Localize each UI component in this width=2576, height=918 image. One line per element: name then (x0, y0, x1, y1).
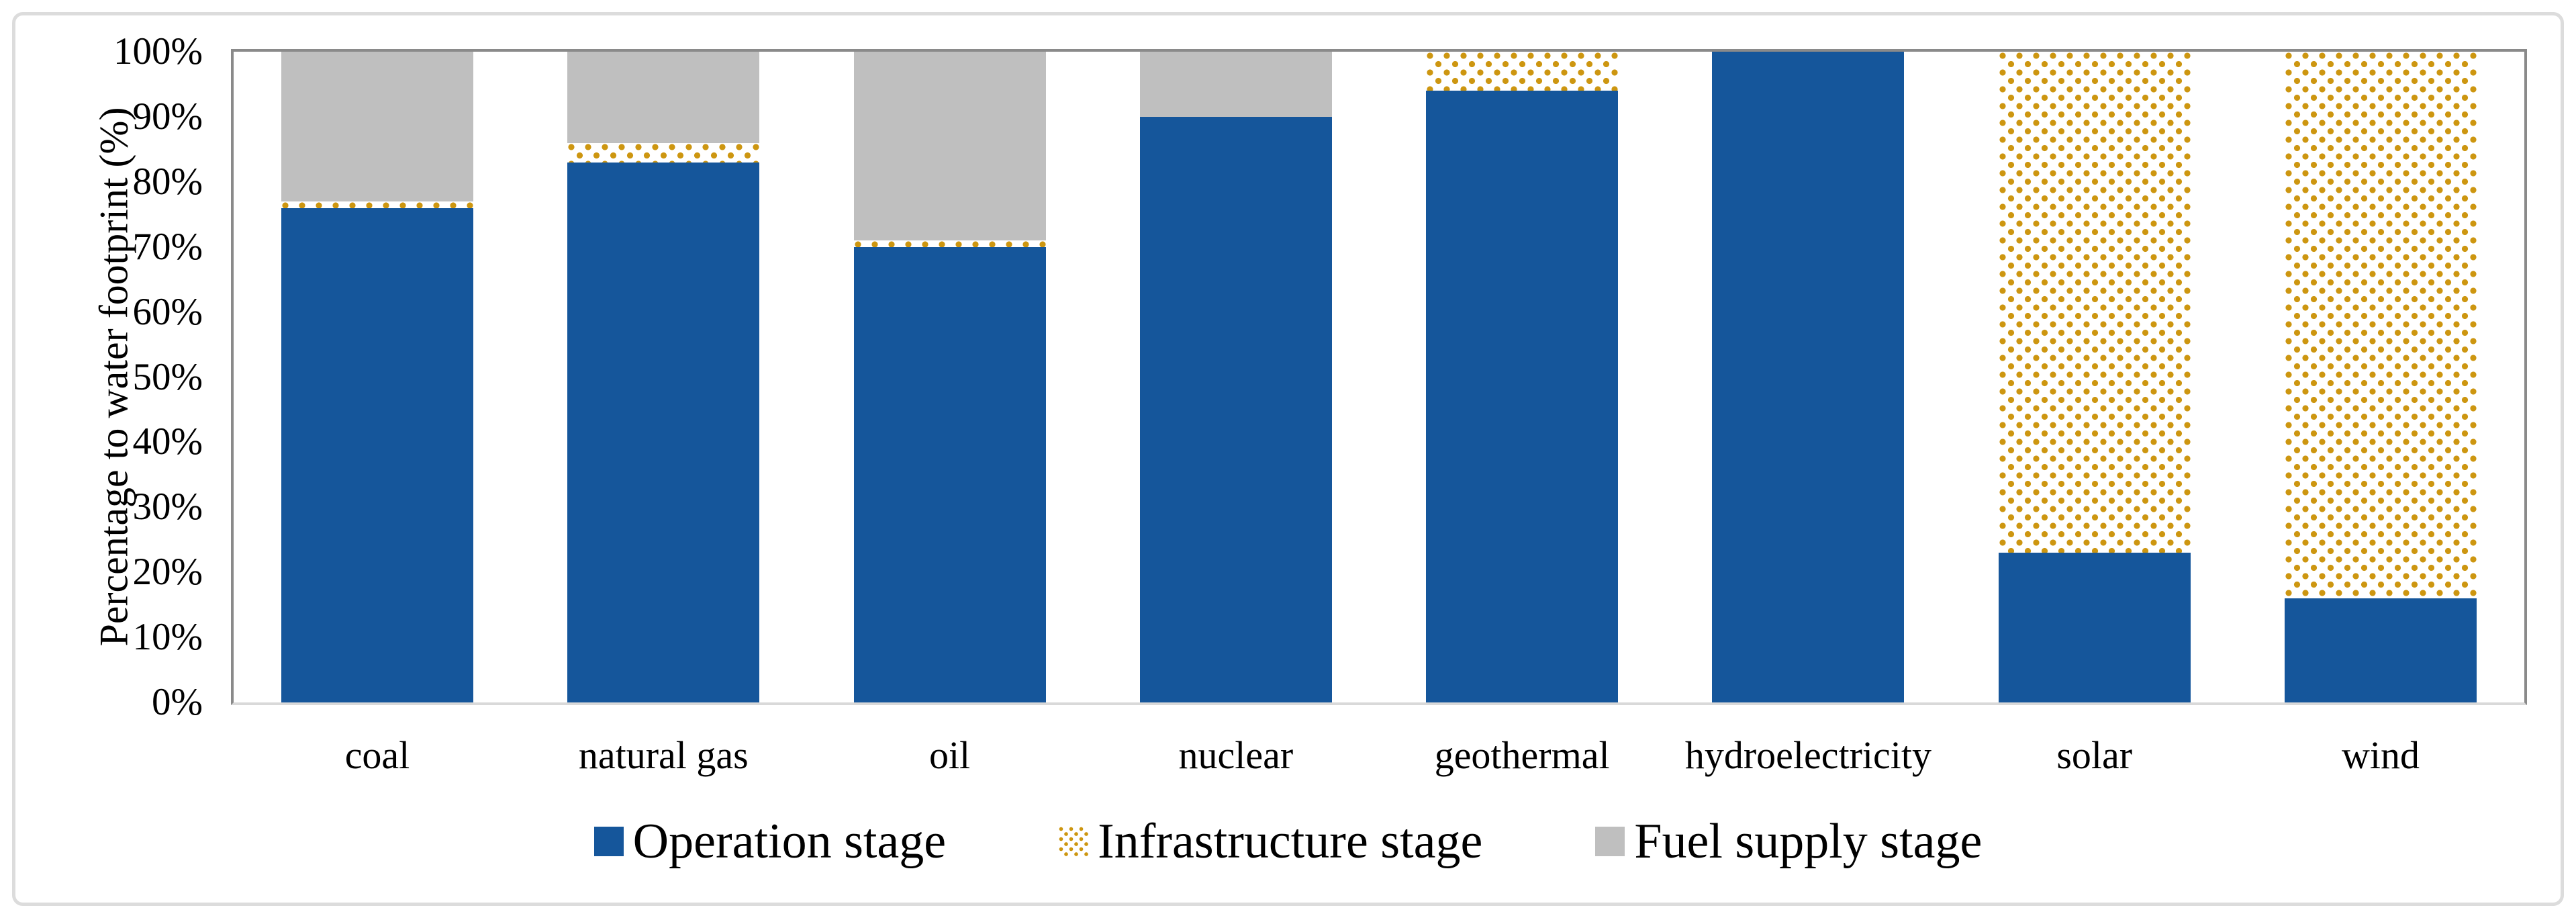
y-tick-label-80: 80% (132, 160, 203, 203)
y-tick-label-30: 30% (132, 486, 203, 529)
legend-swatch-fuel_supply (1595, 827, 1625, 856)
operation-segment-geothermal (1426, 91, 1619, 702)
y-tick-label-0: 0% (152, 681, 203, 723)
bar-hydroelectricity (1712, 52, 1905, 702)
legend-label-infrastructure: Infrastructure stage (1098, 814, 1483, 869)
operation-segment-nuclear (1139, 116, 1332, 702)
x-label-coal: coal (344, 733, 410, 777)
x-label-natural-gas: natural gas (578, 733, 749, 777)
operation-segment-wind (2284, 598, 2477, 702)
bar-oil (853, 52, 1046, 702)
legend-item-infrastructure: Infrastructure stage (1059, 805, 1482, 878)
legend-swatch-infrastructure (1059, 827, 1089, 856)
plot-area (231, 49, 2527, 705)
bar-natural-gas (567, 52, 760, 702)
y-tick-label-50: 50% (132, 355, 203, 398)
operation-segment-oil (853, 246, 1046, 702)
legend-swatch-operation (593, 827, 624, 856)
infrastructure-segment-coal (281, 201, 473, 208)
bar-nuclear (1139, 52, 1332, 702)
bar-geothermal (1426, 52, 1619, 702)
infrastructure-segment-natural-gas (567, 142, 760, 163)
infrastructure-segment-wind (2284, 52, 2477, 598)
y-tick-label-70: 70% (132, 225, 203, 268)
operation-segment-coal (281, 208, 473, 702)
legend: Operation stage Infrastructure stage Fuel … (0, 798, 2576, 885)
fuel_supply-segment-oil (853, 52, 1046, 241)
operation-segment-natural-gas (567, 162, 760, 702)
bar-solar (1998, 52, 2191, 702)
x-label-hydroelectricity: hydroelectricity (1684, 733, 1932, 777)
bar-wind (2284, 52, 2477, 702)
operation-segment-hydroelectricity (1712, 52, 1905, 702)
y-tick-label-10: 10% (132, 616, 203, 659)
infrastructure-segment-geothermal (1426, 52, 1619, 91)
x-label-wind: wind (2342, 733, 2420, 777)
fuel_supply-segment-natural-gas (567, 52, 760, 143)
infrastructure-segment-oil (853, 240, 1046, 247)
x-label-geothermal: geothermal (1434, 733, 1610, 777)
legend-item-operation: Operation stage (593, 805, 947, 878)
fuel_supply-segment-coal (281, 52, 473, 201)
y-tick-label-40: 40% (132, 420, 203, 463)
x-axis-category-labels: coal natural gas oil nuclear geothermal hydro… (0, 727, 2576, 787)
y-tick-label-60: 60% (132, 290, 203, 333)
operation-segment-solar (1998, 553, 2191, 702)
legend-label-fuel_supply: Fuel supply stage (1634, 814, 1983, 869)
y-tick-label-90: 90% (132, 95, 203, 138)
x-label-nuclear: nuclear (1178, 733, 1294, 777)
legend-label-operation: Operation stage (632, 814, 947, 869)
x-label-oil: oil (928, 733, 971, 777)
legend-item-fuel_supply: Fuel supply stage (1595, 805, 1982, 878)
bars-container (234, 52, 2524, 702)
fuel_supply-segment-nuclear (1139, 52, 1332, 117)
y-axis-tick-labels: 100% 90% 80% 70% 60% 50% 40% 30% 20% 10% 0% (0, 0, 203, 918)
x-label-solar: solar (2056, 733, 2133, 777)
y-tick-label-100: 100% (113, 30, 203, 73)
y-tick-label-20: 20% (132, 551, 203, 594)
infrastructure-segment-solar (1998, 52, 2191, 553)
bar-coal (281, 52, 473, 702)
